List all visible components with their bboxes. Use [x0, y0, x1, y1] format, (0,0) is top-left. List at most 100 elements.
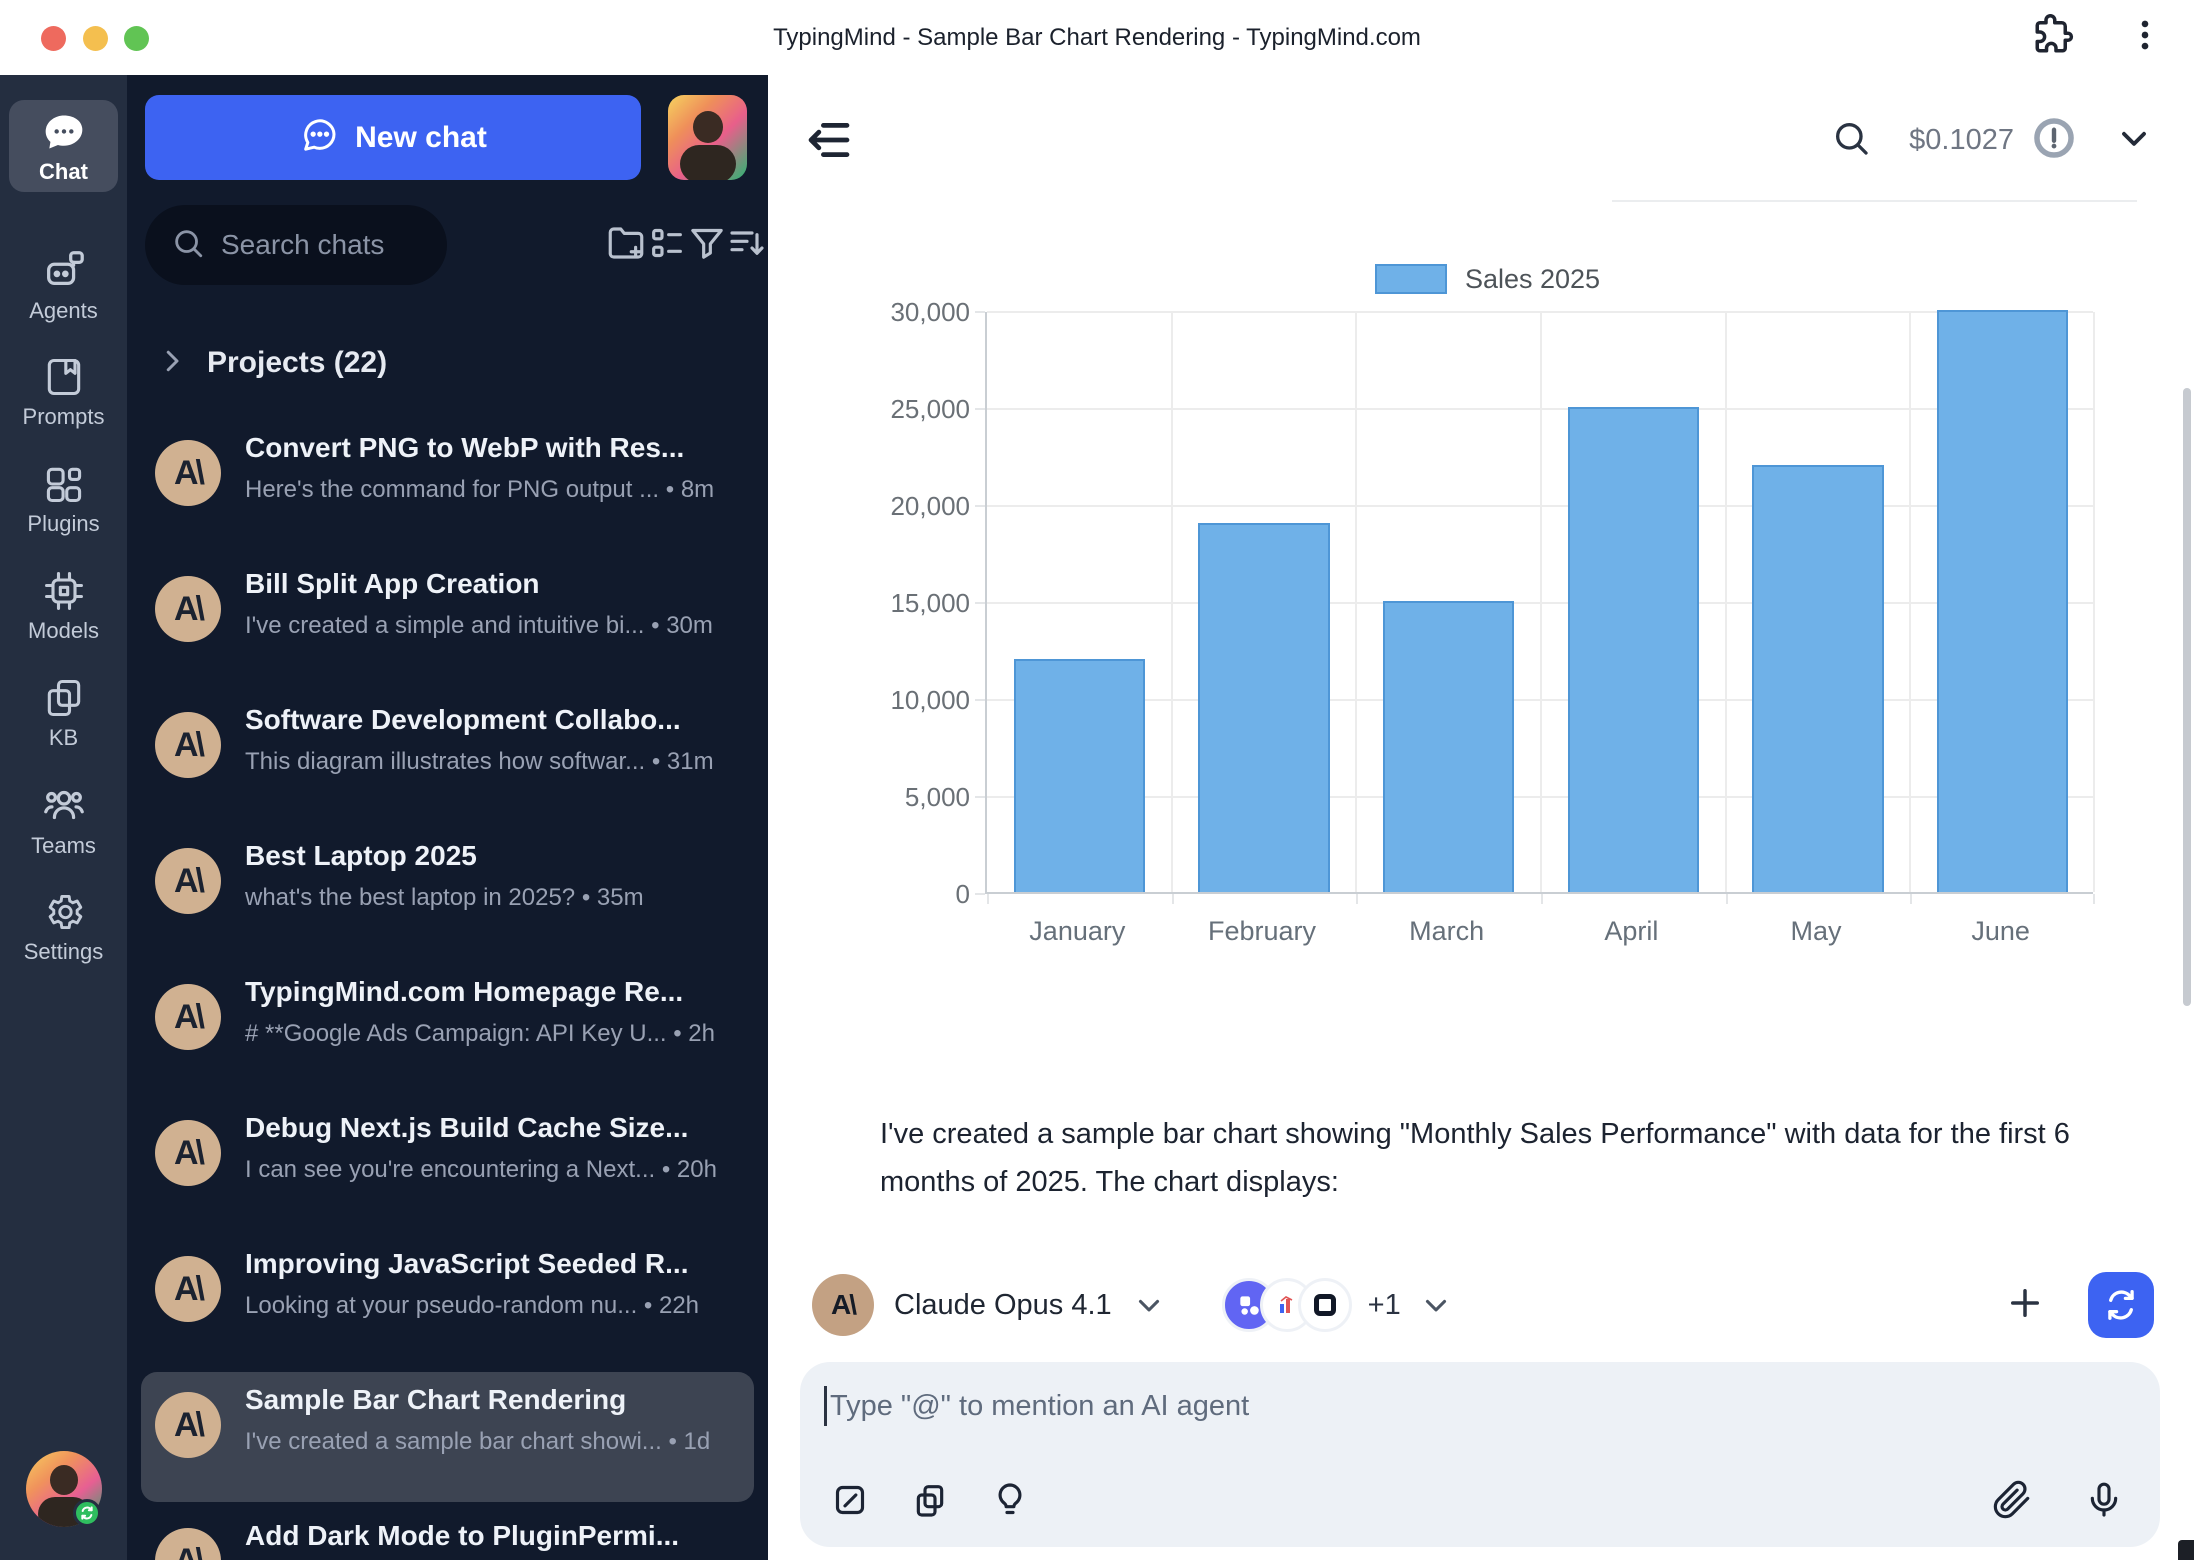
- model-name: Claude Opus 4.1: [894, 1289, 1112, 1322]
- x-tick-label: April: [1539, 916, 1724, 947]
- microphone-icon[interactable]: [2084, 1480, 2124, 1525]
- y-tick-label: 5,000: [880, 782, 970, 813]
- y-tick-mark: [975, 602, 985, 604]
- rail-item-kb[interactable]: KB: [0, 668, 127, 756]
- rail-label: KB: [49, 727, 78, 749]
- chat-title: Software Development Collabo...: [245, 702, 768, 738]
- y-tick-mark: [975, 408, 985, 410]
- rail-item-teams[interactable]: Teams: [0, 775, 127, 863]
- chat-sidebar: New chat: [127, 75, 768, 1560]
- chat-preview: I've created a sample bar chart showi...…: [245, 1428, 768, 1456]
- chat-title: TypingMind.com Homepage Re...: [245, 974, 768, 1010]
- anthropic-avatar: A\: [812, 1274, 874, 1336]
- scrollbar-thumb[interactable]: [2183, 388, 2191, 1006]
- chat-preview: Looking at your pseudo-random nu... • 22…: [245, 1292, 768, 1320]
- regenerate-button[interactable]: [2088, 1272, 2154, 1338]
- user-avatar-square[interactable]: [668, 95, 747, 180]
- sort-descending-icon[interactable]: [727, 223, 767, 268]
- chat-title: Convert PNG to WebP with Res...: [245, 430, 768, 466]
- x-tick-label: June: [1908, 916, 2093, 947]
- stack-icon: [42, 676, 86, 720]
- composer-toolbar: A\ Claude Opus 4.1: [812, 1270, 2154, 1340]
- rail-label: Agents: [29, 300, 98, 322]
- x-tick-mark: [1726, 894, 1728, 904]
- new-chat-button[interactable]: New chat: [145, 95, 641, 180]
- search-chats-input[interactable]: [221, 229, 431, 261]
- search-chats: [145, 205, 447, 285]
- y-tick-label: 15,000: [880, 588, 970, 619]
- chat-main: $0.1027: [768, 75, 2194, 1560]
- edit-square-icon[interactable]: [830, 1480, 870, 1525]
- copy-icon[interactable]: [910, 1480, 950, 1525]
- anthropic-avatar: A\: [155, 440, 221, 506]
- chat-title: Debug Next.js Build Cache Size...: [245, 1110, 768, 1146]
- assistant-message: I've created a sample bar chart showing …: [880, 1110, 2112, 1206]
- chevron-down-icon[interactable]: [2114, 118, 2154, 163]
- projects-header-label: Projects (22): [207, 346, 387, 380]
- nav-rail: Chat Agents: [0, 75, 127, 1560]
- chart-bar: [1568, 407, 1699, 892]
- chat-title: Add Dark Mode to PluginPermi...: [245, 1518, 768, 1554]
- y-tick-mark: [975, 699, 985, 701]
- app-body: Chat Agents: [0, 75, 2194, 1560]
- message-input-card[interactable]: Type "@" to mention an AI agent: [800, 1362, 2160, 1547]
- anthropic-avatar: A\: [155, 1392, 221, 1458]
- chat-preview: Here's the command for PNG output ... • …: [245, 476, 768, 504]
- collapse-sidebar-icon[interactable]: [802, 113, 856, 167]
- anthropic-avatar: A\: [155, 1256, 221, 1322]
- chat-list-item[interactable]: A\TypingMind.com Homepage Re...# **Googl…: [127, 964, 768, 1100]
- rail-item-plugins[interactable]: Plugins: [0, 454, 127, 542]
- anthropic-avatar: A\: [155, 848, 221, 914]
- y-tick-label: 25,000: [880, 394, 970, 425]
- y-tick-mark: [975, 796, 985, 798]
- checklist-icon[interactable]: [647, 223, 687, 268]
- chat-list-item[interactable]: A\Bill Split App CreationI've created a …: [127, 556, 768, 692]
- rail-item-agents[interactable]: Agents: [0, 240, 127, 328]
- x-tick-mark: [987, 894, 989, 904]
- chat-list-item[interactable]: A\Improving JavaScript Seeded R...Lookin…: [127, 1236, 768, 1372]
- v-gridline: [2093, 312, 2095, 892]
- people-icon: [41, 782, 87, 828]
- model-selector[interactable]: A\ Claude Opus 4.1: [812, 1274, 1166, 1336]
- plus-icon[interactable]: [2004, 1282, 2046, 1329]
- magnifier-icon: [171, 226, 205, 265]
- plugins-more-count: +1: [1368, 1289, 1401, 1322]
- chevron-down-icon: [1132, 1288, 1166, 1322]
- chart-plot: [985, 312, 2093, 894]
- usage-cost[interactable]: $0.1027: [1909, 116, 2076, 165]
- x-tick-label: March: [1354, 916, 1539, 947]
- kebab-menu-icon[interactable]: [2126, 16, 2164, 59]
- folder-plus-icon[interactable]: [605, 222, 647, 269]
- lightbulb-icon[interactable]: [990, 1480, 1030, 1525]
- funnel-icon[interactable]: [687, 223, 727, 268]
- y-tick-label: 30,000: [880, 297, 970, 328]
- app-window: TypingMind - Sample Bar Chart Rendering …: [0, 0, 2194, 1560]
- chart-bar: [1383, 601, 1514, 892]
- plugins-selector[interactable]: +1: [1222, 1278, 1453, 1332]
- projects-section-toggle[interactable]: Projects (22): [157, 337, 387, 389]
- search-conversation-icon[interactable]: [1831, 118, 1871, 163]
- chart-legend: Sales 2025: [880, 262, 2095, 296]
- rail-label: Settings: [24, 941, 104, 963]
- rail-item-settings[interactable]: Settings: [0, 882, 127, 970]
- chat-list-item[interactable]: A\Debug Next.js Build Cache Size...I can…: [127, 1100, 768, 1236]
- chat-title: Best Laptop 2025: [245, 838, 768, 874]
- rail-label: Prompts: [23, 406, 105, 428]
- message-input-placeholder: Type "@" to mention an AI agent: [830, 1390, 1249, 1423]
- chat-bubble-icon: [42, 110, 86, 154]
- rail-item-chat[interactable]: Chat: [9, 100, 118, 192]
- chat-list-item[interactable]: A\Best Laptop 2025what's the best laptop…: [127, 828, 768, 964]
- chat-list-item[interactable]: A\Add Dark Mode to PluginPermi...: [127, 1508, 768, 1560]
- rail-item-models[interactable]: Models: [0, 561, 127, 649]
- book-icon: [42, 355, 86, 399]
- chat-list-item[interactable]: A\ Convert PNG to WebP with Res... Here's …: [127, 420, 768, 556]
- x-tick-label: January: [985, 916, 1170, 947]
- chip-icon: [42, 569, 86, 613]
- chat-list-item[interactable]: A\Sample Bar Chart RenderingI've created…: [127, 1372, 768, 1508]
- chart-bar: [1198, 523, 1329, 892]
- chat-list-item[interactable]: A\Software Development Collabo...This di…: [127, 692, 768, 828]
- paperclip-icon[interactable]: [1992, 1480, 2032, 1525]
- x-tick-mark: [1541, 894, 1543, 904]
- extension-puzzle-icon[interactable]: [2032, 14, 2074, 61]
- rail-item-prompts[interactable]: Prompts: [0, 347, 127, 435]
